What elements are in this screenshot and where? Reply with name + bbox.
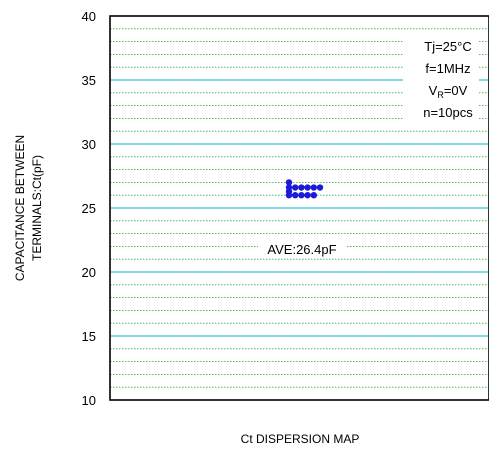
x-axis-label: Ct DISPERSION MAP [241,432,360,446]
data-point [310,184,317,191]
data-point [285,179,293,186]
y-tick-label: 25 [82,201,96,216]
data-point [292,184,299,191]
data-point [298,184,305,191]
y-tick-label: 10 [82,393,96,408]
data-point [292,192,299,199]
y-tick-label: 30 [82,137,96,152]
condition-reverse-voltage: VR=0V [429,83,468,100]
condition-frequency: f=1MHz [425,61,470,76]
condition-tj: Tj=25°C [424,39,471,54]
average-annotation: AVE:26.4pF [258,240,346,257]
data-point [316,184,324,191]
y-axis-label-line2: TERMINALS:Ct(pF) [30,155,44,261]
data-points [285,179,324,199]
data-point [310,192,317,199]
data-point [298,192,305,199]
y-axis-ticks: 10 15 20 25 30 35 40 [82,9,96,408]
y-tick-label: 15 [82,329,96,344]
data-point [304,184,311,191]
y-axis-label-line1: CAPACITANCE BETWEEN [13,135,27,281]
y-tick-label: 35 [82,73,96,88]
conditions-box: Tj=25°C f=1MHz VR=0V n=10pcs [403,35,479,129]
average-label: AVE:26.4pF [267,242,336,257]
y-tick-label: 40 [82,9,96,24]
data-point [285,192,293,199]
y-tick-label: 20 [82,265,96,280]
data-point [304,192,311,199]
plot-frame [109,15,489,401]
condition-sample-count: n=10pcs [423,105,473,120]
